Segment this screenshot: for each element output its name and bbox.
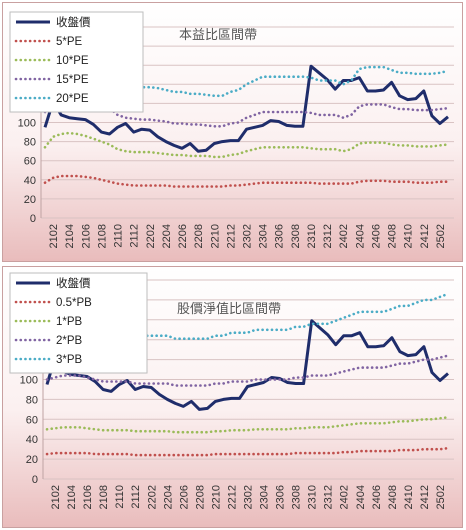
- x-tick-label: 2104: [66, 485, 78, 509]
- x-tick-label: 2302: [242, 224, 254, 248]
- pe-band-chart-panel: 020406080100120140160180200 210221042106…: [2, 2, 463, 262]
- series-line-1: [43, 174, 450, 188]
- series-line-2: [43, 131, 450, 159]
- x-tick-label: 2308: [290, 224, 302, 248]
- series-line-3: [45, 354, 450, 387]
- x-tick-label: 2404: [354, 224, 366, 248]
- pb-band-chart: 020406080100120140160180200 210221042106…: [3, 267, 462, 527]
- x-tick-label: 2410: [403, 224, 415, 248]
- y-tick-label: 0: [32, 474, 38, 486]
- x-tick-label: 2404: [355, 485, 367, 509]
- y-tick-label: 20: [26, 454, 38, 466]
- x-tick-label: 2212: [226, 485, 238, 509]
- y-tick-label: 0: [30, 213, 36, 225]
- x-tick-label: 2204: [161, 224, 173, 248]
- x-tick-label: 2210: [210, 485, 222, 509]
- legend-label: 15*PE: [56, 74, 89, 86]
- legend-label: 1*PB: [56, 316, 83, 328]
- x-tick-label: 2310: [307, 485, 319, 509]
- x-tick-label: 2310: [306, 224, 318, 248]
- legend-label: 10*PE: [56, 55, 89, 67]
- legend-label: 收盤價: [56, 276, 91, 290]
- y-tick-label: 100: [18, 118, 36, 130]
- x-tick-label: 2502: [435, 224, 447, 248]
- x-tick-label: 2102: [48, 224, 60, 248]
- x-tick-label: 2208: [194, 485, 206, 509]
- x-tick-label: 2402: [339, 485, 351, 509]
- x-tick-label: 2304: [258, 224, 270, 248]
- series-line-0: [43, 64, 449, 153]
- x-tick-label: 2402: [338, 224, 350, 248]
- x-tick-label: 2306: [274, 224, 286, 248]
- y-tick-label: 80: [24, 137, 36, 149]
- x-tick-label: 2108: [98, 485, 110, 509]
- x-tick-label: 2408: [387, 224, 399, 248]
- legend-box: [9, 272, 148, 374]
- legend-label: 3*PB: [56, 354, 83, 366]
- legend: 收盤價 0.5*PB 1*PB 2*PB 3*PB: [9, 272, 148, 374]
- x-tick-label: 2206: [177, 224, 189, 248]
- x-tick-label: 2412: [419, 224, 431, 248]
- x-tick-label: 2412: [419, 485, 431, 509]
- x-tick-label: 2308: [291, 485, 303, 509]
- x-tick-label: 2204: [162, 485, 174, 509]
- y-tick-label: 60: [24, 156, 36, 168]
- x-tick-label: 2208: [193, 224, 205, 248]
- x-tick-label: 2206: [178, 485, 190, 509]
- legend: 收盤價 5*PE 10*PE 15*PE 20*PE: [9, 11, 144, 113]
- legend-label: 2*PB: [56, 335, 83, 347]
- x-tick-label: 2110: [113, 224, 125, 248]
- x-tick-label: 2106: [80, 224, 92, 248]
- pe-band-chart: 020406080100120140160180200 210221042106…: [3, 3, 462, 261]
- x-tick-label: 2112: [129, 224, 141, 248]
- x-tick-label: 2212: [225, 224, 237, 248]
- x-tick-label: 2502: [435, 485, 447, 509]
- x-tick-label: 2312: [323, 485, 335, 509]
- y-tick-label: 40: [24, 175, 36, 187]
- legend-label: 5*PE: [56, 36, 83, 48]
- y-tick-label: 100: [20, 375, 38, 387]
- x-tick-label: 2106: [82, 485, 94, 509]
- x-tick-label: 2108: [96, 224, 108, 248]
- series-line-3: [43, 89, 450, 128]
- chart-title: 本益比區間帶: [179, 27, 257, 42]
- x-tick-label: 2210: [209, 224, 221, 248]
- x-tick-label: 2102: [50, 485, 62, 509]
- series-line-1: [45, 446, 450, 457]
- series-line-0: [45, 319, 449, 411]
- y-tick-label: 20: [24, 194, 36, 206]
- series-line-2: [45, 416, 450, 434]
- x-tick-label: 2110: [114, 485, 126, 509]
- x-tick-label: 2408: [387, 485, 399, 509]
- y-tick-label: 60: [26, 414, 38, 426]
- x-tick-label: 2312: [322, 224, 334, 248]
- x-tick-label: 2104: [64, 224, 76, 248]
- x-tick-label: 2406: [370, 224, 382, 248]
- x-tick-label: 2410: [403, 485, 415, 509]
- legend-label: 收盤價: [56, 15, 91, 29]
- legend-box: [9, 11, 144, 113]
- y-tick-label: 80: [26, 394, 38, 406]
- x-tick-label: 2302: [243, 485, 255, 509]
- x-tick-label: 2112: [130, 485, 142, 509]
- x-tick-label: 2306: [275, 485, 287, 509]
- x-tick-label: 2406: [371, 485, 383, 509]
- legend-label: 0.5*PB: [56, 297, 92, 309]
- x-tick-label: 2202: [145, 224, 157, 248]
- y-tick-label: 40: [26, 434, 38, 446]
- x-tick-label: 2202: [146, 485, 158, 509]
- chart-title: 股價淨值比區間帶: [177, 301, 281, 316]
- pb-band-chart-panel: 020406080100120140160180200 210221042106…: [2, 266, 463, 528]
- legend-label: 20*PE: [56, 93, 89, 105]
- x-tick-label: 2304: [259, 485, 271, 509]
